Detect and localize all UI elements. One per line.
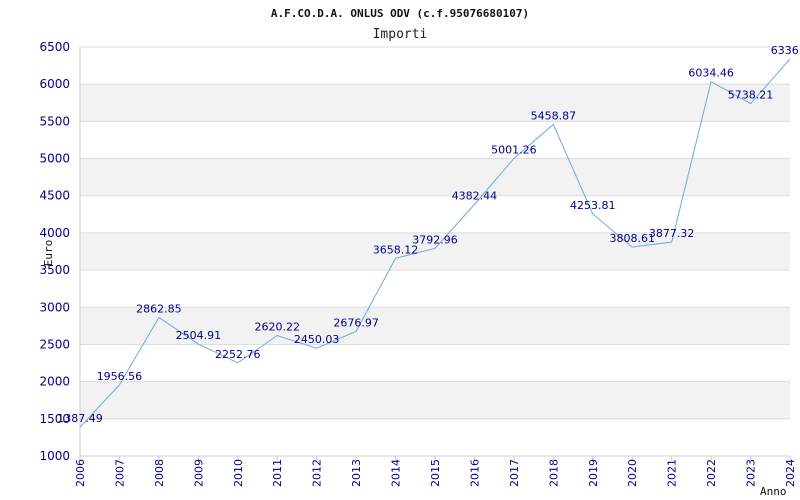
data-label: 3792.96 — [412, 233, 458, 246]
y-tick-label: 4000 — [39, 226, 70, 240]
y-tick-label: 1500 — [39, 412, 70, 426]
data-label: 2676.97 — [333, 316, 379, 329]
grid-band — [80, 232, 790, 271]
y-tick-label: 3500 — [39, 263, 70, 277]
x-tick-label: 2008 — [153, 459, 166, 487]
y-tick-label: 3000 — [39, 300, 70, 314]
x-tick-label: 2009 — [192, 459, 205, 487]
x-tick-label: 2006 — [74, 459, 87, 487]
y-tick-labels: 1000 1500 2000 2500 3000 3500 4000 4500 5000 5500… — [39, 40, 70, 463]
grid-band — [80, 158, 790, 196]
grid-band — [80, 381, 790, 419]
data-label: 2620.22 — [254, 321, 300, 334]
data-label: 6034.46 — [688, 67, 734, 80]
x-tick-label: 2014 — [390, 459, 403, 487]
data-label: 2862.85 — [136, 302, 182, 315]
data-label: 4253.81 — [570, 199, 616, 212]
x-tick-label: 2017 — [508, 459, 521, 487]
x-tick-label: 2023 — [745, 459, 758, 487]
data-label: 1387.49 — [57, 412, 103, 425]
chart-title: A.F.CO.D.A. ONLUS ODV (c.f.95076680107) — [271, 7, 529, 20]
data-label: 2504.91 — [176, 329, 222, 342]
x-tick-label: 2018 — [547, 459, 560, 487]
x-tick-label: 2024 — [784, 459, 797, 487]
grid-band — [80, 84, 790, 122]
y-tick-label: 2500 — [39, 337, 70, 351]
data-label: 2252.76 — [215, 348, 261, 361]
y-tick-label: 4500 — [39, 189, 70, 203]
data-label: 5001.26 — [491, 143, 537, 156]
x-tick-label: 2021 — [666, 459, 679, 487]
data-label: 3658.12 — [373, 243, 419, 256]
x-axis-label: Anno — [760, 485, 787, 498]
y-tick-label: 5500 — [39, 114, 70, 128]
x-tick-label: 2016 — [468, 459, 481, 487]
y-axis-label: Euro — [42, 240, 55, 267]
data-label: 5738.21 — [728, 89, 774, 102]
grid-lines — [80, 46, 790, 457]
x-tick-label: 2015 — [429, 459, 442, 487]
data-label: 6336.7 — [771, 44, 800, 57]
x-tick-label: 2020 — [626, 459, 639, 487]
x-tick-label: 2010 — [232, 459, 245, 487]
grid-bands — [80, 84, 790, 419]
data-label: 5458.87 — [531, 109, 577, 122]
data-label: 2450.03 — [294, 333, 340, 346]
x-tick-labels: 2006 2007 2008 2009 2010 2011 2012 2013 2014 2015… — [74, 456, 797, 487]
x-tick-label: 2011 — [271, 459, 284, 487]
data-label: 1956.56 — [97, 370, 143, 383]
y-tick-label: 6500 — [39, 40, 70, 54]
x-tick-label: 2019 — [587, 459, 600, 487]
x-tick-label: 2013 — [350, 459, 363, 487]
data-labels: 1387.49 1956.56 2862.85 2504.91 2252.76 2620.… — [57, 44, 800, 425]
x-tick-label: 2022 — [705, 459, 718, 487]
data-label: 3877.32 — [649, 227, 695, 240]
y-tick-label: 6000 — [39, 77, 70, 91]
grid-band — [80, 307, 790, 345]
y-tick-label: 2000 — [39, 375, 70, 389]
x-tick-label: 2007 — [113, 459, 126, 487]
data-label: 3808.61 — [609, 232, 655, 245]
y-tick-label: 1000 — [39, 449, 70, 463]
series-line — [79, 58, 791, 428]
data-label: 4382.44 — [452, 189, 498, 202]
y-tick-label: 5000 — [39, 152, 70, 166]
x-tick-label: 2012 — [311, 459, 324, 487]
chart-subtitle: Importi — [373, 27, 428, 42]
